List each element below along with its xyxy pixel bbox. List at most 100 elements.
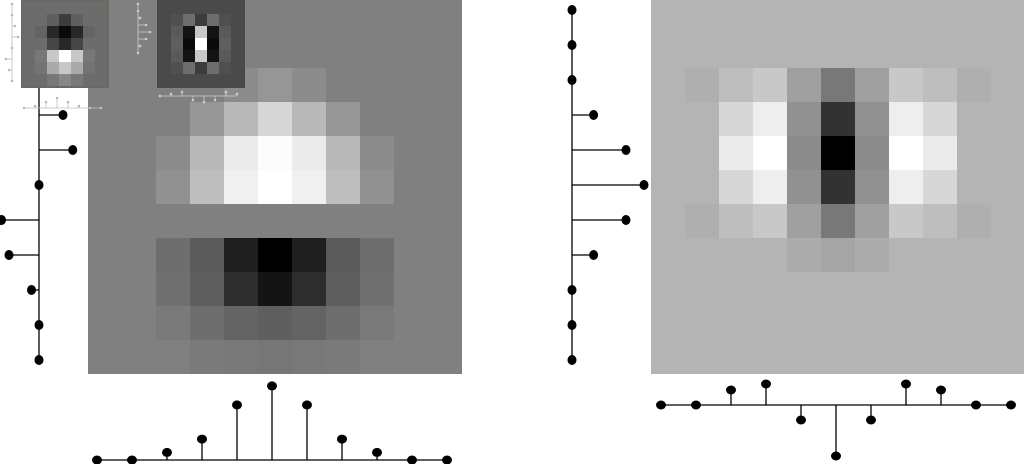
thumbnail-pixel [207,74,219,86]
filter-pixel [88,340,122,374]
thumbnail-pixel [71,38,83,50]
filter-pixel [855,204,889,238]
thumbnail-pixel [195,74,207,86]
horizontal-profile-point [796,415,806,425]
filter-pixel [326,68,360,102]
thumbnail-pixel [183,2,195,14]
filter-pixel [651,136,685,170]
filter-pixel [719,272,753,306]
filter-pixel [292,272,326,306]
thumbnail-pixel [231,2,243,14]
horizontal-profile-point [442,455,452,464]
filter-pixel [326,306,360,340]
filter-pixel [753,238,787,272]
filter-pixel [190,238,224,272]
filter-pixel [957,0,991,34]
thumbnail-pixel [207,38,219,50]
filter-pixel [428,306,462,340]
thumbnail-pixel [183,14,195,26]
thumbnail-pixel [231,38,243,50]
filter-pixel [258,204,292,238]
thumbnail-pixel [171,2,183,14]
filter-pixel [88,102,122,136]
filter-pixel [428,204,462,238]
thumbnail-pixel [159,14,171,26]
filter-pixel [122,68,156,102]
filter-pixel [360,238,394,272]
filter-pixel [855,136,889,170]
filter-pixel [122,204,156,238]
thumbnail-pixel [207,14,219,26]
vertical-profile-point [34,320,44,330]
thumbnail-pixel [195,38,207,50]
filter-pixel [394,238,428,272]
filter-pixel [991,34,1024,68]
thumbnail-pixel [159,62,171,74]
thumbnail-pixel [83,26,95,38]
filter-pixel [122,272,156,306]
filter-pixel [957,68,991,102]
thumbnail-pixel [83,2,95,14]
filter-pixel [326,102,360,136]
filter-pixel [889,170,923,204]
filter-pixel [292,0,326,34]
filter-pixel [957,204,991,238]
filter-pixel [394,68,428,102]
filter-pixel [719,170,753,204]
filter-pixel [394,204,428,238]
thumbnail-pixel [35,38,47,50]
filter-pixel [190,102,224,136]
filter-pixel [292,238,326,272]
filter-pixel [394,170,428,204]
filter-pixel [88,204,122,238]
thumbnail-pixel [47,62,59,74]
horizontal-profile-point [162,447,172,457]
thumbnail-pixel [159,50,171,62]
filter-pixel [292,340,326,374]
thumbnail-pixel [231,50,243,62]
filter-pixel [326,0,360,34]
thumbnail-pixel [59,38,71,50]
filter-pixel [821,34,855,68]
filter-pixel [651,0,685,34]
filter-pixel [855,272,889,306]
filter-pixel [855,340,889,374]
filter-pixel [122,238,156,272]
filter-pixel [685,68,719,102]
filter-pixel [428,0,462,34]
filter-pixel [258,170,292,204]
filter-pixel [821,0,855,34]
filter-pixel [156,238,190,272]
thumbnail-pixel [83,62,95,74]
vertical-profile-point [34,180,44,190]
vertical-profile-point [621,145,631,155]
filter-pixel [957,102,991,136]
filter-pixel [923,34,957,68]
vertical-profile-point [567,285,577,295]
thumbnail-pixel [231,74,243,86]
thumbnail-pixel [95,26,107,38]
thumbnail-pixel [219,38,231,50]
thumbnail-pixel [195,14,207,26]
thumb-right-vertical-guide [136,2,152,55]
thumbnail-pixel [23,2,35,14]
filter-pixel [360,170,394,204]
thumbnail-pixel [183,50,195,62]
filter-pixel [787,272,821,306]
horizontal-profile-point [761,379,771,389]
filter-pixel [855,34,889,68]
filter-pixel [258,340,292,374]
filter-pixel [292,204,326,238]
horizontal-profile-point [372,447,382,457]
filter-pixel [326,170,360,204]
filter-pixel [360,272,394,306]
filter-pixel [292,136,326,170]
filter-pixel [88,272,122,306]
thumbnail-pixel [47,26,59,38]
filter-pixel [190,340,224,374]
filter-pixel [360,306,394,340]
thumbnail-pixel [47,14,59,26]
thumbnail-pixel [95,38,107,50]
filter-pixel [821,136,855,170]
